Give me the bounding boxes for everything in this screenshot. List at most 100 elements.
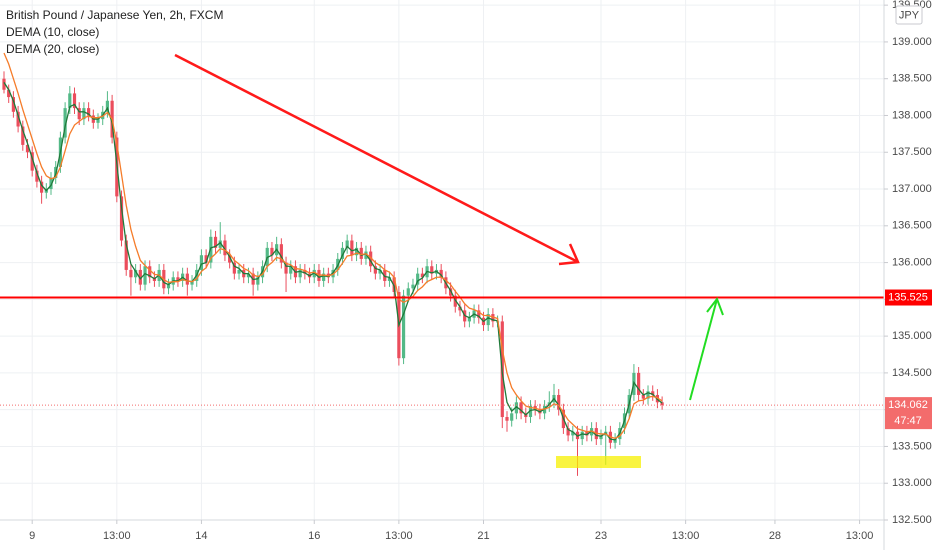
candle-body (637, 372, 641, 395)
currency-label: JPY (899, 9, 920, 21)
candle-body (359, 247, 363, 259)
candle-body (68, 93, 72, 109)
legend-entry: DEMA (10, close) (6, 25, 99, 39)
x-tick-label: 13:00 (846, 530, 874, 542)
candle-body (580, 431, 584, 440)
candle-body (401, 295, 406, 359)
candle-body (599, 435, 603, 440)
candle-body (223, 240, 227, 256)
candle-body (458, 306, 462, 311)
candle-body (143, 266, 147, 285)
candle-body (448, 288, 453, 296)
candle-body (646, 391, 650, 399)
candle-body (486, 314, 490, 326)
candle-body (303, 269, 307, 274)
indicator-line (3, 82, 663, 441)
candle-body (35, 170, 39, 182)
candle-body (82, 108, 86, 120)
candle-body (176, 277, 180, 281)
y-tick-label: 137.000 (892, 183, 932, 195)
candle-body (340, 247, 345, 259)
candle-body (105, 100, 110, 112)
candle-body (369, 251, 373, 267)
y-tick-label: 138.000 (892, 109, 932, 121)
candle-body (7, 89, 11, 98)
legend-entry: DEMA (20, close) (6, 42, 99, 56)
candle-body (166, 284, 171, 289)
candle-body (256, 277, 260, 285)
candle-body (354, 247, 359, 256)
candle-body (387, 277, 392, 281)
candle-body (96, 119, 100, 123)
candle-body (190, 280, 194, 285)
candle-body (213, 236, 218, 248)
x-tick-label: 21 (477, 530, 489, 542)
up-arrow-head (706, 296, 724, 316)
candle-body (87, 108, 91, 116)
level-label: 135.525 (888, 291, 928, 303)
candle-body (2, 78, 6, 90)
candle-body (350, 240, 354, 256)
candle-body (420, 273, 424, 278)
currency-badge[interactable] (895, 5, 923, 25)
candle-body (519, 402, 523, 414)
candle-body (129, 269, 133, 278)
y-tick-label: 133.500 (892, 440, 932, 452)
candle-body (16, 111, 20, 127)
candle-body (477, 310, 481, 318)
candle-body (11, 97, 15, 112)
candle-body (232, 262, 236, 274)
y-tick-label: 136.000 (892, 256, 932, 268)
y-tick-label: 135.000 (892, 330, 932, 342)
grid (0, 0, 884, 521)
axes: 132.500133.000133.500134.000134.500135.0… (29, 0, 932, 542)
y-tick-label: 137.500 (892, 146, 932, 158)
y-tick-label: 132.500 (892, 514, 932, 526)
x-tick-label: 9 (29, 530, 35, 542)
plot (0, 52, 884, 476)
candle-body (228, 255, 232, 263)
trend-arrow-head (558, 243, 580, 266)
candle-body (528, 405, 533, 418)
candle-body (378, 269, 382, 274)
candle-body (124, 240, 128, 270)
candle-body (148, 266, 152, 278)
candle-body (134, 269, 138, 278)
candle-body (40, 181, 44, 193)
candle-body (72, 93, 77, 109)
candle-body (416, 273, 420, 285)
highlight-box (556, 456, 641, 468)
last-price-label: 134.062 (888, 399, 928, 411)
candle-body (279, 244, 283, 263)
candle-body (284, 262, 288, 274)
candle-body (491, 314, 495, 322)
last-price-badge (885, 397, 932, 430)
candle-body (49, 177, 53, 190)
candle-body (467, 317, 471, 322)
candle-body (566, 428, 570, 436)
candle-body (21, 126, 25, 145)
candle-body (119, 196, 124, 241)
candle-body (439, 269, 443, 278)
candle-body (63, 108, 67, 138)
y-tick-label: 138.500 (892, 73, 932, 85)
chart-title: British Pound / Japanese Yen, 2h, FXCM (6, 8, 223, 22)
candle-body (514, 402, 518, 414)
candle-body (185, 273, 189, 285)
candle-body (204, 255, 208, 263)
candle-body (660, 402, 664, 406)
level-badge (885, 289, 932, 306)
countdown-label: 47:47 (894, 415, 922, 427)
candle-body (246, 273, 251, 278)
candle-body (392, 277, 396, 292)
y-tick-label: 139.000 (892, 36, 932, 48)
candle-body (557, 394, 561, 410)
x-tick-label: 13:00 (385, 530, 413, 542)
x-tick-label: 13:00 (672, 530, 700, 542)
x-tick-label: 28 (769, 530, 781, 542)
candle-body (613, 439, 617, 443)
candle-body (289, 266, 293, 274)
candle-body (510, 413, 514, 421)
candle-body (641, 394, 645, 399)
